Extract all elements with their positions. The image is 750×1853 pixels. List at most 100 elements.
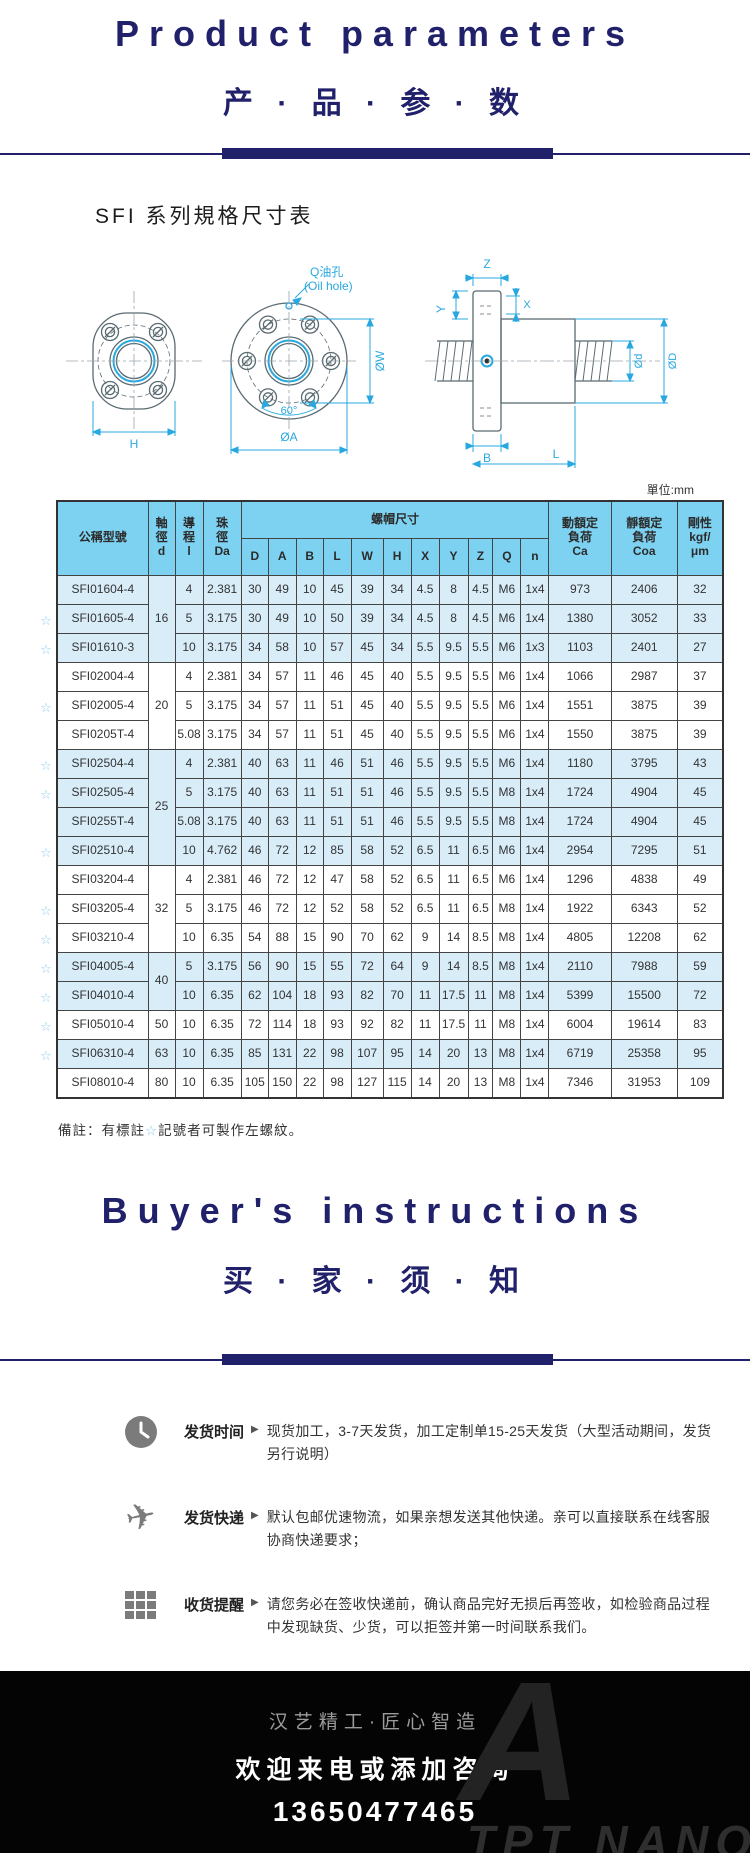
table-cell: 30 <box>240 603 269 634</box>
table-cell: 55 <box>322 951 352 982</box>
col-header-Q: Q <box>492 537 522 576</box>
table-cell: M6 <box>492 632 522 663</box>
arrow-right-icon: ▶ <box>251 1596 259 1608</box>
page-title-en: Product parameters <box>114 13 636 54</box>
table-cell: 1551 <box>548 690 612 721</box>
table-cell: 1x4 <box>520 922 550 953</box>
table-cell: 105 <box>240 1067 269 1099</box>
table-cell: 20 <box>438 1067 469 1099</box>
table-cell: 18 <box>295 980 324 1011</box>
shaft-diameter-cell: 40 <box>147 951 176 1011</box>
star-slot-empty <box>36 722 56 751</box>
table-cell: 6343 <box>610 893 678 924</box>
table-cell: 15 <box>295 922 324 953</box>
table-cell: 10 <box>174 1038 204 1069</box>
table-cell: 5.5 <box>410 719 440 750</box>
table-cell: 51 <box>350 777 384 808</box>
model-cell: SFI03204-4 <box>56 864 149 895</box>
dim-label-l: L <box>553 447 560 461</box>
dim-label-d-small: Ød <box>633 353 645 368</box>
table-cell: M8 <box>492 777 522 808</box>
col-header-X: X <box>410 537 440 576</box>
table-cell: 58 <box>350 864 384 895</box>
table-cell: 82 <box>382 1009 412 1040</box>
table-cell: 5.5 <box>467 661 494 692</box>
model-cell: SFI0255T-4 <box>56 806 149 837</box>
table-cell: 5399 <box>548 980 612 1011</box>
table-cell: 11 <box>410 1009 440 1040</box>
table-cell: 40 <box>240 806 269 837</box>
table-cell: 4 <box>174 864 204 895</box>
table-cell: 46 <box>240 864 269 895</box>
dim-b <box>465 433 509 452</box>
table-cell: 1x4 <box>520 690 550 721</box>
table-cell: 82 <box>350 980 384 1011</box>
table-cell: 10 <box>295 574 324 605</box>
table-cell: M8 <box>492 951 522 982</box>
left-thread-star-icon: ☆ <box>40 641 52 657</box>
model-cell: SFI01610-3 <box>56 632 149 663</box>
table-cell: 11 <box>295 690 324 721</box>
table-cell: 40 <box>382 719 412 750</box>
spec-table-body: SFI01604-4 16 4 2.381 30 49 10 45 39 34 4.5 8 4.5 M6 1… <box>56 574 724 1099</box>
table-cell: 52 <box>382 893 412 924</box>
table-cell: 11 <box>410 980 440 1011</box>
table-cell: M8 <box>492 1038 522 1069</box>
model-cell: SFI02505-4 <box>56 777 149 808</box>
table-cell: 47 <box>322 864 352 895</box>
table-cell: 1x4 <box>520 719 550 750</box>
shipping-info-list: 发货时间 ▶ 现货加工，3-7天发货，加工定制单15-25天发货（大型活动期间，… <box>120 1412 750 1639</box>
table-cell: M8 <box>492 922 522 953</box>
table-cell: 5.5 <box>410 777 440 808</box>
table-cell: 5.5 <box>410 748 440 779</box>
table-cell: 973 <box>548 574 612 605</box>
table-cell: 52 <box>322 893 352 924</box>
table-cell: 85 <box>322 835 352 866</box>
flange-nut-diagram: H ØW Q油孔 (Oil hole) 60° <box>66 257 679 468</box>
table-cell: 1296 <box>548 864 612 895</box>
table-cell: 6719 <box>548 1038 612 1069</box>
table-cell: 34 <box>382 603 412 634</box>
table-cell: M6 <box>492 719 522 750</box>
table-cell: 1180 <box>548 748 612 779</box>
shipping-label: 发货快递 <box>184 1510 245 1528</box>
table-cell: 4904 <box>610 777 678 808</box>
buyers-section: Buyer's instructions 买 · 家 · 须 · 知 <box>0 1190 750 1367</box>
dim-label-w: ØW <box>373 350 387 371</box>
model-cell: SFI02004-4 <box>56 661 149 692</box>
table-cell: 1x4 <box>520 835 550 866</box>
table-cell: 3.175 <box>202 603 242 634</box>
dim-x <box>506 287 520 322</box>
table-cell: 45 <box>350 632 384 663</box>
left-thread-star-icon: ☆ <box>40 1018 52 1034</box>
table-cell: 14 <box>410 1067 440 1099</box>
table-cell: 9 <box>410 951 440 982</box>
col-header-L: L <box>322 537 352 576</box>
table-row: SFI04010-4 10 6.35 62 104 18 93 82 70 11 17.5 11 M8 1… <box>56 980 724 1011</box>
shaft-diameter-cell: 63 <box>147 1038 176 1069</box>
table-cell: 62 <box>240 980 269 1011</box>
table-cell: 5.5 <box>410 661 440 692</box>
table-cell: 5.5 <box>467 777 494 808</box>
table-cell: 5.5 <box>467 632 494 663</box>
table-cell: 40 <box>382 690 412 721</box>
table-cell: 9.5 <box>438 748 469 779</box>
table-cell: 56 <box>240 951 269 982</box>
table-cell: 17.5 <box>438 1009 469 1040</box>
table-cell: 72 <box>267 864 297 895</box>
model-cell: SFI02504-4 <box>56 748 149 779</box>
table-cell: 4805 <box>548 922 612 953</box>
table-cell: M8 <box>492 1067 522 1099</box>
table-cell: 2.381 <box>202 864 242 895</box>
dim-label-a: ØA <box>280 430 297 444</box>
table-cell: 10 <box>174 922 204 953</box>
table-row: SFI04005-4 40 5 3.175 56 90 15 55 72 64 9 14 8.5 M8 1x… <box>56 951 724 1011</box>
table-cell: 6.5 <box>467 893 494 924</box>
table-row: SFI03205-4 5 3.175 46 72 12 52 58 52 6.5 11 6.5 M8 1x… <box>56 893 724 924</box>
table-cell: 57 <box>267 719 297 750</box>
table-cell: 150 <box>267 1067 297 1099</box>
dim-label-z: Z <box>483 257 490 271</box>
airplane-icon: ✈ <box>120 1495 162 1541</box>
model-cell: SFI02005-4 <box>56 690 149 721</box>
model-cell: SFI05010-4 <box>56 1009 149 1040</box>
